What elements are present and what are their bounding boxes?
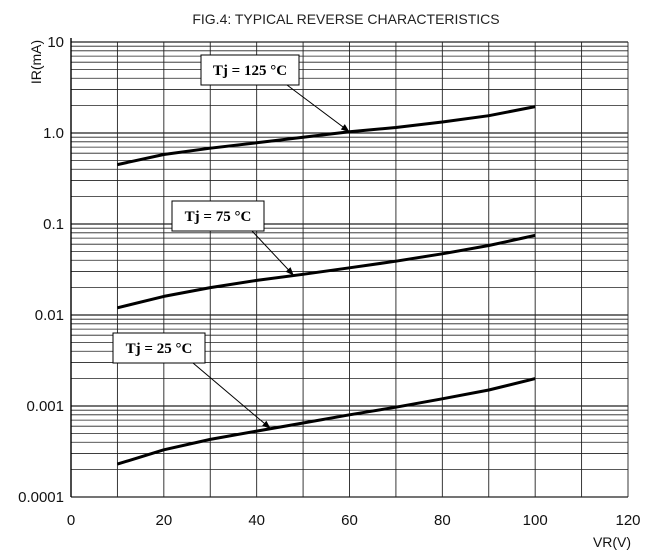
annotation: Tj = 125 °C (200, 54, 350, 133)
y-tick-label: 0.01 (35, 307, 64, 324)
annotation-label: Tj = 125 °C (213, 63, 287, 79)
tick-labels: 0 20 40 60 80 100 120 10 1.0 0.1 0.01 0.001 0.0001 (18, 34, 640, 529)
x-tick-label: 0 (67, 512, 75, 529)
annotations-group: Tj = 125 °C Tj = 75 °C Tj = 25 °C (112, 54, 350, 430)
x-tick-label: 100 (523, 512, 548, 529)
annotation-arrowhead (340, 124, 350, 132)
annotation-box (112, 332, 206, 364)
annotation-leader (192, 362, 271, 430)
annotation-label: Tj = 75 °C (185, 209, 252, 225)
y-tick-label: 0.0001 (18, 489, 64, 506)
annotation-leader (286, 84, 350, 133)
annotation-box (200, 54, 300, 86)
series-line (116, 377, 536, 466)
series-group (116, 105, 536, 466)
x-tick-label: 80 (434, 512, 451, 529)
x-tick-label: 120 (615, 512, 640, 529)
chart-title: FIG.4: TYPICAL REVERSE CHARACTERISTICS (192, 11, 499, 27)
y-tick-label: 0.001 (26, 398, 64, 415)
annotation-label: Tj = 25 °C (126, 341, 193, 357)
y-tick-label: 1.0 (43, 125, 64, 142)
y-tick-label: 0.1 (43, 216, 64, 233)
series-line (117, 105, 536, 167)
annotation-arrowhead (262, 420, 271, 429)
x-tick-label: 60 (341, 512, 358, 529)
x-tick-label: 40 (248, 512, 265, 529)
x-tick-label: 20 (155, 512, 172, 529)
series-line (117, 233, 536, 310)
annotation-arrowhead (285, 267, 294, 276)
annotation-box (171, 200, 265, 232)
annotation: Tj = 25 °C (112, 332, 271, 430)
x-axis-label: VR(V) (593, 534, 631, 550)
annotation-leader (251, 230, 295, 276)
y-tick-label: 10 (47, 34, 64, 51)
y-axis-label: IR(mA) (28, 40, 44, 84)
annotation: Tj = 75 °C (171, 200, 295, 276)
